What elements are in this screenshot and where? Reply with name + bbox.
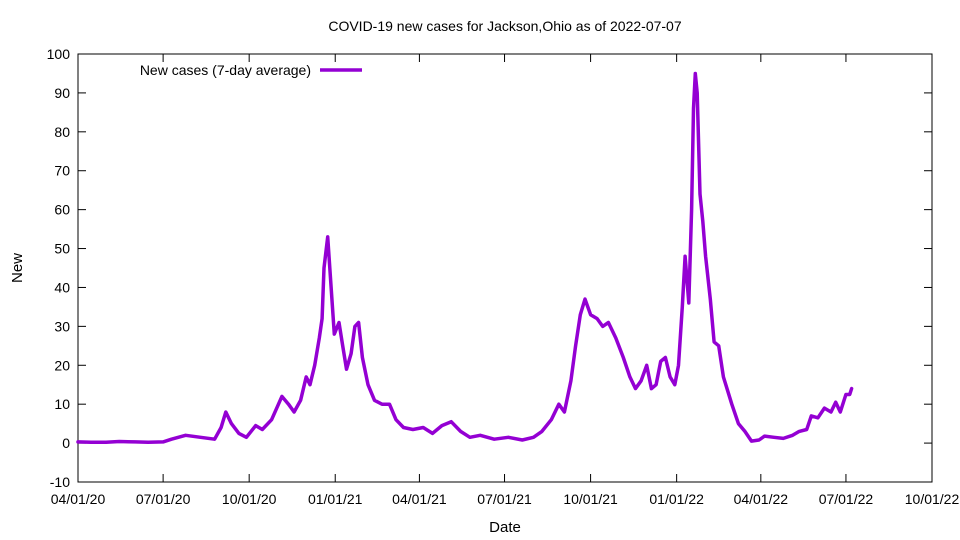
x-tick-label: 04/01/22 [734,491,789,507]
legend: New cases (7-day average) [140,62,362,78]
y-tick-label: 40 [54,279,70,295]
plot-area [77,53,933,483]
y-tick-label: 90 [54,85,70,101]
y-axis: -10 0 10 20 30 40 50 60 70 80 90 100 [47,46,932,490]
y-tick-label: 20 [54,357,70,373]
y-tick-label: 60 [54,202,70,218]
y-tick-label: 30 [54,318,70,334]
x-tick-label: 04/01/21 [392,491,447,507]
x-tick-label: 10/01/22 [905,491,960,507]
y-tick-label: 70 [54,163,70,179]
y-tick-label: 100 [47,46,71,62]
x-tick-label: 01/01/22 [649,491,704,507]
x-tick-label: 07/01/22 [819,491,874,507]
x-tick-label: 07/01/21 [477,491,532,507]
x-tick-label: 10/01/20 [222,491,277,507]
chart-title: COVID-19 new cases for Jackson,Ohio as o… [328,18,682,34]
x-axis: 04/01/20 07/01/20 10/01/20 01/01/21 04/01/21… [51,54,960,507]
series-layer [76,71,854,445]
y-tick-label: -10 [50,474,70,490]
x-tick-label: 10/01/21 [563,491,618,507]
x-axis-label: Date [489,519,521,536]
series-line [76,71,854,445]
y-tick-label: 50 [54,241,70,257]
x-tick-label: 04/01/20 [51,491,106,507]
legend-label: New cases (7-day average) [140,62,311,78]
x-tick-label: 07/01/20 [136,491,191,507]
y-tick-label: 0 [62,435,70,451]
y-axis-label: New [9,253,26,283]
x-tick-label: 01/01/21 [308,491,363,507]
y-tick-label: 10 [54,396,70,412]
y-tick-label: 80 [54,124,70,140]
